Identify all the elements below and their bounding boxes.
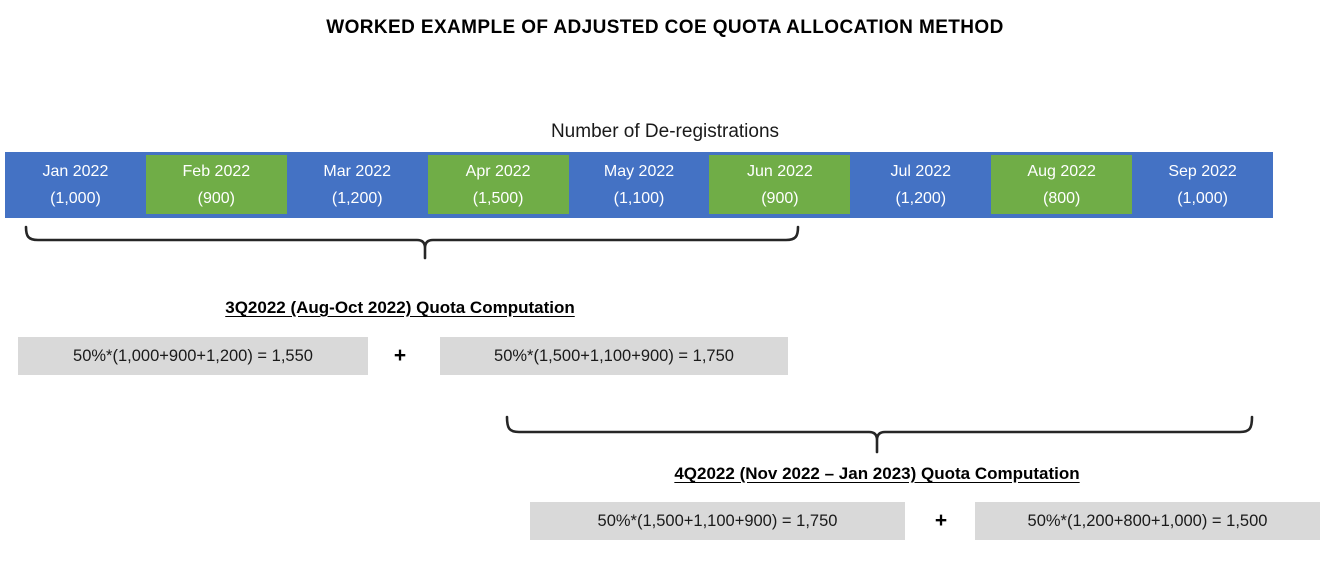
brace-3q-icon [24, 225, 800, 260]
month-value: (1,200) [895, 190, 947, 207]
month-cell-sep-2022: Sep 2022 (1,000) [1132, 152, 1273, 218]
month-label: Sep 2022 [1168, 163, 1237, 180]
q3-formula-left: 50%*(1,000+900+1,200) = 1,550 [18, 337, 368, 375]
q4-plus-sign: + [934, 509, 948, 532]
q4-heading: 4Q2022 (Nov 2022 – Jan 2023) Quota Compu… [674, 464, 1080, 483]
month-label: May 2022 [603, 163, 675, 180]
month-label: Apr 2022 [465, 162, 531, 180]
brace-4q-icon [505, 415, 1254, 454]
month-cell-jan-2022: Jan 2022 (1,000) [5, 152, 146, 218]
q4-formula-right: 50%*(1,200+800+1,000) = 1,500 [975, 502, 1320, 540]
month-cell-aug-2022: Aug 2022 (800) [991, 155, 1133, 214]
deregistrations-band-label: Number of De-registrations [550, 121, 780, 142]
month-label: Aug 2022 [1027, 162, 1096, 180]
month-cell-apr-2022: Apr 2022 (1,500) [427, 155, 569, 214]
q3-plus-sign: + [393, 344, 407, 367]
month-cell-jun-2022: Jun 2022 (900) [709, 155, 851, 214]
month-label: Feb 2022 [182, 162, 251, 180]
month-label: Jul 2022 [890, 163, 952, 180]
q3-formula-right: 50%*(1,500+1,100+900) = 1,750 [440, 337, 788, 375]
month-value: (800) [1043, 189, 1081, 207]
month-label: Mar 2022 [323, 163, 392, 180]
month-value: (1,200) [331, 190, 383, 207]
month-cell-jul-2022: Jul 2022 (1,200) [850, 152, 991, 218]
month-value: (1,100) [613, 190, 665, 207]
page-title: WORKED EXAMPLE OF ADJUSTED COE QUOTA ALL… [326, 17, 1004, 38]
month-cell-mar-2022: Mar 2022 (1,200) [287, 152, 428, 218]
month-label: Jun 2022 [746, 162, 813, 180]
month-value: (900) [761, 189, 799, 207]
month-cell-may-2022: May 2022 (1,100) [569, 152, 710, 218]
month-cell-feb-2022: Feb 2022 (900) [145, 155, 287, 214]
q4-formula-left: 50%*(1,500+1,100+900) = 1,750 [530, 502, 905, 540]
deregistrations-band: Jan 2022 (1,000) Feb 2022 (900) Mar 2022… [5, 152, 1273, 218]
month-value: (1,000) [1177, 190, 1228, 207]
month-value: (900) [197, 189, 236, 207]
month-value: (1,500) [472, 189, 524, 207]
month-label: Jan 2022 [42, 163, 109, 180]
month-value: (1,000) [50, 190, 101, 207]
q3-heading: 3Q2022 (Aug-Oct 2022) Quota Computation [225, 298, 575, 317]
